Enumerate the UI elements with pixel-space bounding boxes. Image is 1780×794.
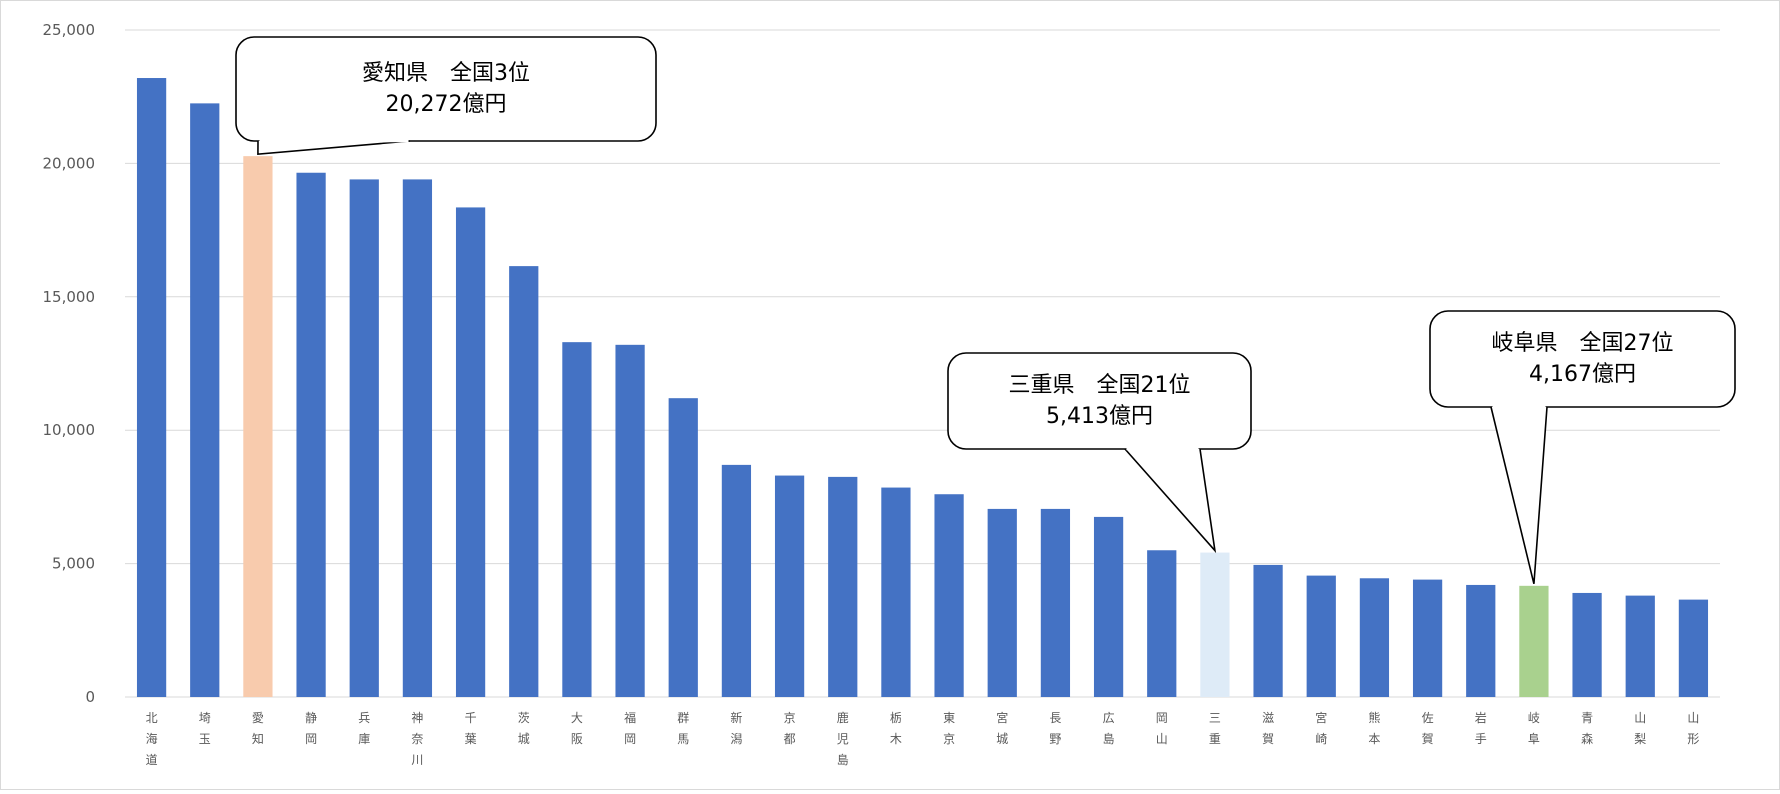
bar-熊本 <box>1359 578 1390 697</box>
x-tick-label: 千葉 <box>465 711 477 746</box>
bar-佐賀 <box>1412 579 1443 697</box>
bar-大阪 <box>562 342 592 697</box>
x-tick-label: 佐賀 <box>1422 711 1434 746</box>
x-tick-label: 茨城 <box>518 711 530 746</box>
bar-北海道 <box>136 78 167 698</box>
y-tick-label: 20,000 <box>43 154 96 172</box>
x-tick-label: 三重 <box>1209 711 1221 746</box>
x-tick-label: 大阪 <box>571 711 583 746</box>
x-tick-label: 静岡 <box>305 711 317 746</box>
x-axis: 北海道 埼玉 愛知 静岡 兵庫 神奈川 千葉 茨城 大阪 福岡 群馬 新潟 京都 鹿児島 栃木 東京 宮城 長野 広… <box>146 710 1700 767</box>
bar-広島 <box>1093 516 1124 697</box>
bar-宮城 <box>987 508 1017 697</box>
bar-愛知 <box>243 156 273 697</box>
x-tick-label: 岩手 <box>1475 710 1487 746</box>
x-tick-label: 宮崎 <box>1315 710 1327 746</box>
callout-title: 岐阜県 全国27位 <box>1492 331 1674 356</box>
gridlines <box>125 29 1720 698</box>
y-tick-label: 25,000 <box>43 21 96 39</box>
x-tick-label: 山形 <box>1687 711 1699 746</box>
bar-千葉 <box>455 207 486 697</box>
x-tick-label: 鹿児島 <box>837 710 849 767</box>
bars <box>136 78 1709 698</box>
x-tick-label: 東京 <box>943 711 955 746</box>
y-tick-label: 10,000 <box>43 421 96 439</box>
callout-value: 20,272億円 <box>386 92 507 117</box>
bar-山梨 <box>1625 595 1655 697</box>
x-tick-label: 広島 <box>1103 711 1115 746</box>
bar-山形 <box>1678 599 1709 697</box>
callout-title: 愛知県 全国3位 <box>362 61 530 86</box>
x-tick-label: 埼玉 <box>199 711 211 746</box>
bar-鹿児島 <box>828 476 858 697</box>
x-tick-label: 長野 <box>1049 711 1061 746</box>
bar-群馬 <box>668 398 698 697</box>
bar-茨城 <box>509 266 539 697</box>
x-tick-label: 京都 <box>784 711 796 746</box>
bar-埼玉 <box>190 103 220 698</box>
bar-岐阜 <box>1519 585 1549 697</box>
bar-岡山 <box>1147 550 1177 697</box>
x-tick-label: 滋賀 <box>1262 711 1274 746</box>
x-tick-label: 山梨 <box>1634 711 1646 746</box>
bar-長野 <box>1040 508 1071 697</box>
x-tick-label: 愛知 <box>252 711 264 746</box>
callout-愛知: 愛知県 全国3位 20,272億円 <box>235 36 657 156</box>
bar-三重 <box>1200 552 1230 697</box>
callout-value: 4,167億円 <box>1529 362 1636 387</box>
x-tick-label: 兵庫 <box>358 711 370 746</box>
bar-宮崎 <box>1306 575 1336 697</box>
bar-栃木 <box>881 487 911 697</box>
x-tick-label: 神奈川 <box>411 711 423 767</box>
bar-青森 <box>1572 592 1602 697</box>
bar-静岡 <box>296 172 326 697</box>
x-tick-label: 北海道 <box>146 711 158 767</box>
x-tick-label: 宮城 <box>996 710 1008 746</box>
bar-兵庫 <box>349 179 379 697</box>
x-tick-label: 福岡 <box>624 710 636 746</box>
bar-東京 <box>934 494 964 697</box>
x-tick-label: 岐阜 <box>1528 711 1540 746</box>
x-tick-label: 栃木 <box>890 711 902 746</box>
x-tick-label: 熊本 <box>1368 710 1380 746</box>
bar-京都 <box>774 475 805 697</box>
bar-岩手 <box>1466 584 1496 697</box>
x-tick-label: 岡山 <box>1156 711 1168 746</box>
y-tick-label: 0 <box>85 688 95 706</box>
callout-岐阜: 岐阜県 全国27位 4,167億円 <box>1429 310 1736 585</box>
bar-新潟 <box>721 464 752 697</box>
x-tick-label: 群馬 <box>677 711 689 746</box>
callout-三重: 三重県 全国21位 5,413億円 <box>947 352 1252 554</box>
x-tick-label: 青森 <box>1581 711 1593 746</box>
bar-神奈川 <box>402 179 433 697</box>
y-tick-label: 15,000 <box>43 288 96 306</box>
bar-滋賀 <box>1253 564 1283 697</box>
callout-title: 三重県 全国21位 <box>1009 373 1191 398</box>
y-axis: 0 5,000 10,000 15,000 20,000 25,000 <box>43 21 96 706</box>
x-tick-label: 新潟 <box>730 710 742 746</box>
bar-福岡 <box>615 344 645 697</box>
callout-value: 5,413億円 <box>1046 404 1153 429</box>
y-tick-label: 5,000 <box>52 555 95 573</box>
